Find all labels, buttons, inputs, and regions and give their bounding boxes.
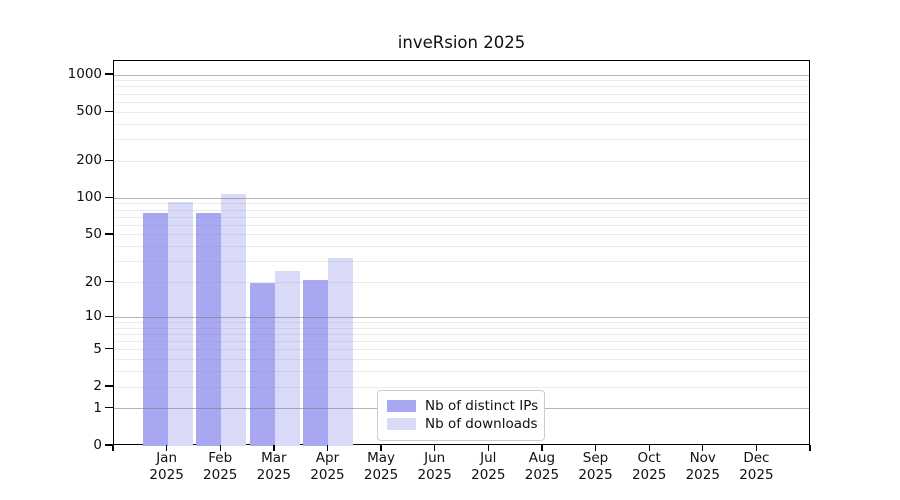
- x-tick-mark: [487, 445, 489, 451]
- x-tick-mark: [755, 445, 758, 451]
- y-tick-mark: [105, 385, 113, 387]
- y-tick-mark: [105, 315, 113, 317]
- x-tick-label-mar: Mar 2025: [256, 450, 292, 483]
- y-tick-label: 50: [84, 225, 102, 242]
- major-gridline: [114, 197, 809, 199]
- y-tick-mark: [105, 110, 113, 112]
- y-tick-label: 1000: [67, 66, 102, 82]
- x-tick-mark: [273, 445, 275, 451]
- x-tick-label-aug: Aug 2025: [524, 450, 560, 483]
- minor-gridline: [114, 209, 809, 211]
- minor-gridline: [114, 327, 809, 329]
- x-tick-label-dec: Dec 2025: [739, 450, 774, 483]
- x-tick-label-nov: Nov 2025: [685, 450, 720, 483]
- minor-gridline: [114, 123, 809, 125]
- minor-gridline: [114, 203, 809, 205]
- minor-gridline: [114, 246, 809, 248]
- minor-gridline: [114, 349, 809, 351]
- bar-mar-ips: [249, 282, 275, 446]
- minor-gridline: [114, 216, 809, 218]
- x-tick-mark: [434, 445, 436, 451]
- minor-gridline: [114, 86, 809, 88]
- major-gridline: [114, 74, 809, 76]
- minor-gridline: [114, 111, 809, 113]
- minor-gridline: [114, 224, 809, 226]
- minor-gridline: [114, 93, 809, 95]
- x-tick-mark: [594, 445, 597, 451]
- x-tick-label-apr: Apr 2025: [310, 450, 345, 483]
- x-tick-label-jun: Jun 2025: [417, 450, 452, 483]
- y-tick-mark: [105, 280, 113, 283]
- legend-entry-downloads: Nb of downloads: [387, 416, 538, 432]
- legend-entry-distinct-ips: Nb of distinct IPs: [387, 398, 539, 414]
- y-tick-mark: [105, 407, 113, 409]
- bar-apr-downloads: [328, 258, 354, 446]
- x-tick-mark: [166, 445, 168, 451]
- minor-gridline: [114, 341, 809, 342]
- y-tick-mark: [105, 348, 113, 350]
- bar-jan-downloads: [167, 202, 193, 446]
- x-tick-label-jan: Jan 2025: [149, 450, 184, 483]
- minor-gridline: [114, 234, 809, 236]
- x-tick-mark: [219, 445, 221, 451]
- legend-label-distinct-ips: Nb of distinct IPs: [425, 398, 539, 414]
- minor-gridline: [114, 160, 809, 162]
- y-tick-label: 5: [93, 340, 102, 357]
- legend-label-downloads: Nb of downloads: [425, 416, 538, 432]
- y-tick-mark: [105, 159, 113, 161]
- y-tick-mark: [105, 73, 113, 75]
- x-tick-mark: [809, 445, 811, 451]
- minor-gridline: [114, 371, 809, 373]
- x-tick-mark: [112, 445, 114, 451]
- y-tick-label: 2: [93, 378, 102, 394]
- x-tick-label-sep: Sep 2025: [578, 450, 613, 483]
- y-tick-label: 20: [84, 273, 102, 290]
- minor-gridline: [114, 261, 809, 263]
- minor-gridline: [114, 359, 809, 361]
- bar-feb-downloads: [221, 194, 247, 446]
- x-tick-label-jul: Jul 2025: [471, 450, 506, 483]
- minor-gridline: [114, 386, 809, 388]
- x-tick-label-feb: Feb 2025: [203, 450, 238, 483]
- minor-gridline: [114, 101, 809, 103]
- x-tick-mark: [326, 445, 329, 451]
- minor-gridline: [114, 321, 809, 323]
- y-tick-label: 500: [76, 103, 102, 120]
- y-tick-label: 1: [93, 399, 102, 416]
- bar-mar-downloads: [274, 271, 300, 446]
- y-tick-mark: [105, 444, 113, 446]
- minor-gridline: [114, 333, 809, 335]
- y-tick-label: 0: [93, 437, 102, 453]
- y-tick-label: 10: [84, 308, 102, 325]
- minor-gridline: [114, 139, 809, 141]
- bar-jan-ips: [142, 213, 168, 446]
- bar-feb-ips: [196, 213, 222, 446]
- plot-area: [113, 60, 810, 446]
- legend-swatch-distinct-ips-icon: [387, 400, 416, 412]
- x-tick-label-may: May 2025: [363, 450, 399, 483]
- y-tick-label: 200: [76, 152, 102, 169]
- minor-gridline: [114, 80, 809, 82]
- major-gridline: [114, 316, 809, 318]
- minor-gridline: [114, 282, 809, 283]
- x-tick-mark: [380, 445, 382, 451]
- chart-title: inveRsion 2025: [397, 33, 526, 52]
- y-tick-label: 100: [76, 189, 102, 206]
- x-tick-mark: [648, 445, 650, 451]
- y-tick-mark: [105, 233, 113, 235]
- bar-apr-ips: [303, 280, 329, 446]
- x-tick-label-oct: Oct 2025: [631, 450, 667, 483]
- x-tick-mark: [541, 445, 543, 451]
- legend: Nb of distinct IPs Nb of downloads: [377, 390, 545, 441]
- legend-swatch-downloads-icon: [387, 418, 416, 430]
- x-tick-mark: [702, 445, 704, 451]
- y-tick-mark: [105, 196, 113, 198]
